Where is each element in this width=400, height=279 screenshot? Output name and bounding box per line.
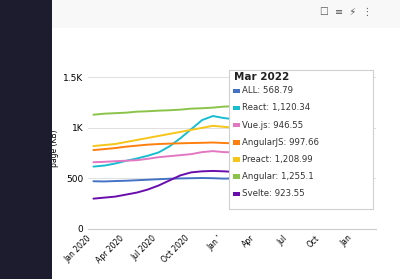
Text: Preact: 1,208.99: Preact: 1,208.99 [242,155,313,164]
Bar [233,106,240,110]
Text: React: 1,120.34: React: 1,120.34 [242,104,310,112]
FancyBboxPatch shape [229,71,373,209]
Text: ALL: 568.79: ALL: 568.79 [242,86,293,95]
Text: Mar 2022: Mar 2022 [234,72,289,81]
Text: ☐  ≡  ⚡  ⋮: ☐ ≡ ⚡ ⋮ [320,7,372,17]
Text: Svelte: 923.55: Svelte: 923.55 [242,189,305,198]
Text: AngularJS: 997.66: AngularJS: 997.66 [242,138,319,147]
Text: Vue.js: 946.55: Vue.js: 946.55 [242,121,304,130]
Bar [233,140,240,145]
Legend: ALL, React, Vue.js, AngularJS, Preact, Angular, Svelte: ALL, React, Vue.js, AngularJS, Preact, A… [98,3,320,32]
Bar [233,88,240,93]
Bar [233,192,240,196]
Bar [233,174,240,179]
Y-axis label: Median JavaScript transfer size per
page (KB): Median JavaScript transfer size per page… [39,81,59,215]
Text: Angular: 1,255.1: Angular: 1,255.1 [242,172,314,181]
Bar [233,157,240,162]
Bar [233,123,240,127]
